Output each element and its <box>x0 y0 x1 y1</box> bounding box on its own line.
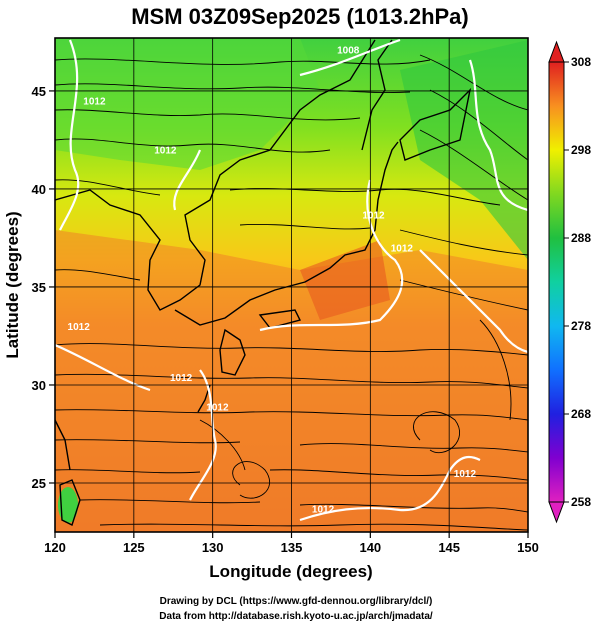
isobar-label: 1012 <box>68 322 91 333</box>
map-plot-area: 1012 1012 1008 1012 1012 1012 1012 1012 1012 1012 <box>55 38 528 532</box>
isobar-label: 1012 <box>362 210 385 221</box>
credit-data: Data from http://database.rish.kyoto-u.a… <box>159 611 433 622</box>
colorbar-label: 308 <box>571 55 591 69</box>
isobar-lines <box>55 38 528 522</box>
isobar-label: 1012 <box>170 373 193 384</box>
colorbar-label: 278 <box>571 319 591 333</box>
isobar-label: 1012 <box>83 97 106 108</box>
colorbar-label: 258 <box>571 495 591 509</box>
credit-drawing: Drawing by DCL (https://www.gfd-dennou.o… <box>160 596 433 607</box>
colorbar-labels: 308 298 288 278 268 258 <box>564 55 591 509</box>
map-title: MSM 03Z09Sep2025 (1013.2hPa) <box>131 4 469 29</box>
colorbar: 308 298 288 278 268 258 <box>548 40 591 524</box>
cool-region-northwest <box>55 38 320 170</box>
colorbar-max-triangle <box>548 40 565 63</box>
isobar-label: 1012 <box>454 469 477 480</box>
x-tick-label: 130 <box>202 540 224 555</box>
isobar-label: 1012 <box>206 402 229 413</box>
latitude-ticks: 25 30 35 40 45 <box>32 84 55 491</box>
y-axis-label: Latitude (degrees) <box>3 211 22 358</box>
isobar-labels: 1012 1012 1008 1012 1012 1012 1012 1012 1012 1012 <box>68 46 477 516</box>
x-tick-label: 145 <box>438 540 460 555</box>
y-tick-label: 45 <box>32 84 46 99</box>
colorbar-label: 288 <box>571 231 591 245</box>
y-tick-label: 35 <box>32 280 46 295</box>
isobar-label: 1012 <box>312 504 335 515</box>
y-tick-label: 25 <box>32 476 46 491</box>
isobar-label: 1012 <box>154 146 177 157</box>
x-tick-label: 120 <box>44 540 66 555</box>
wind-streamlines <box>55 54 528 531</box>
x-axis-label: Longitude (degrees) <box>209 562 372 581</box>
x-tick-label: 125 <box>123 540 145 555</box>
isobar-label: 1008 <box>337 46 360 57</box>
colorbar-gradient <box>548 61 565 503</box>
x-tick-label: 150 <box>517 540 539 555</box>
warm-region-honshu <box>300 240 390 320</box>
x-tick-label: 135 <box>281 540 303 555</box>
y-tick-label: 40 <box>32 182 46 197</box>
colorbar-min-triangle <box>548 501 565 524</box>
lat-lon-grid <box>55 38 528 532</box>
cool-spot-taiwan <box>58 487 78 523</box>
isobar-label: 1012 <box>391 244 414 255</box>
cool-region-northeast <box>400 40 528 260</box>
colorbar-label: 268 <box>571 407 591 421</box>
longitude-ticks: 120 125 130 135 140 145 150 <box>44 532 539 555</box>
colorbar-label: 298 <box>571 143 591 157</box>
x-tick-label: 140 <box>359 540 381 555</box>
coastlines <box>55 39 472 526</box>
y-tick-label: 30 <box>32 378 46 393</box>
